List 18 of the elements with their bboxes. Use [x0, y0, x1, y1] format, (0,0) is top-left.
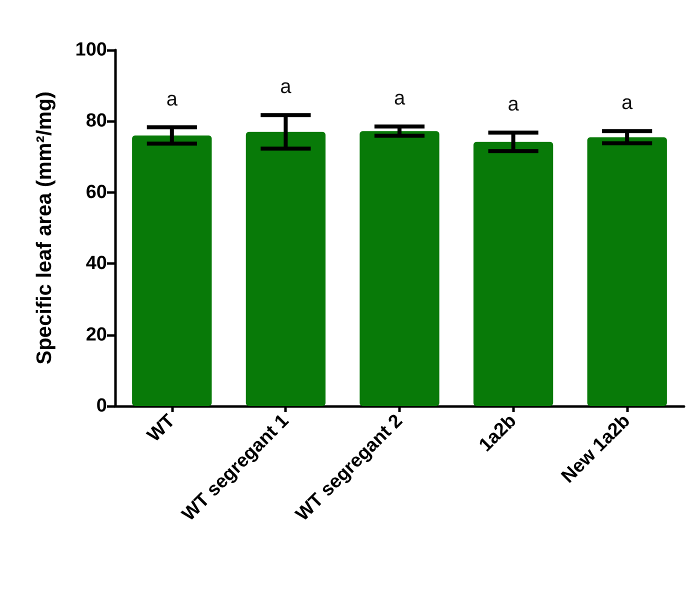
bar: [132, 135, 212, 406]
annotation: a: [394, 88, 406, 110]
y-tick-label: 80: [86, 110, 107, 132]
bar: [360, 131, 440, 406]
y-axis-title: Specific leaf area (mm²/mg): [33, 91, 56, 365]
bar: [473, 142, 554, 406]
bar: [587, 137, 667, 406]
y-tick-label: 60: [86, 182, 107, 203]
y-tick-label: 20: [86, 324, 107, 346]
x-tick-label: WT: [144, 410, 180, 446]
y-tick-label: 0: [96, 396, 107, 416]
bar: [246, 132, 326, 406]
annotation: a: [508, 94, 520, 116]
annotation: a: [166, 88, 178, 110]
annotation: a: [622, 92, 634, 114]
y-tick-label: 40: [86, 253, 107, 274]
annotation: a: [280, 76, 292, 98]
y-tick-label: 100: [75, 40, 107, 60]
